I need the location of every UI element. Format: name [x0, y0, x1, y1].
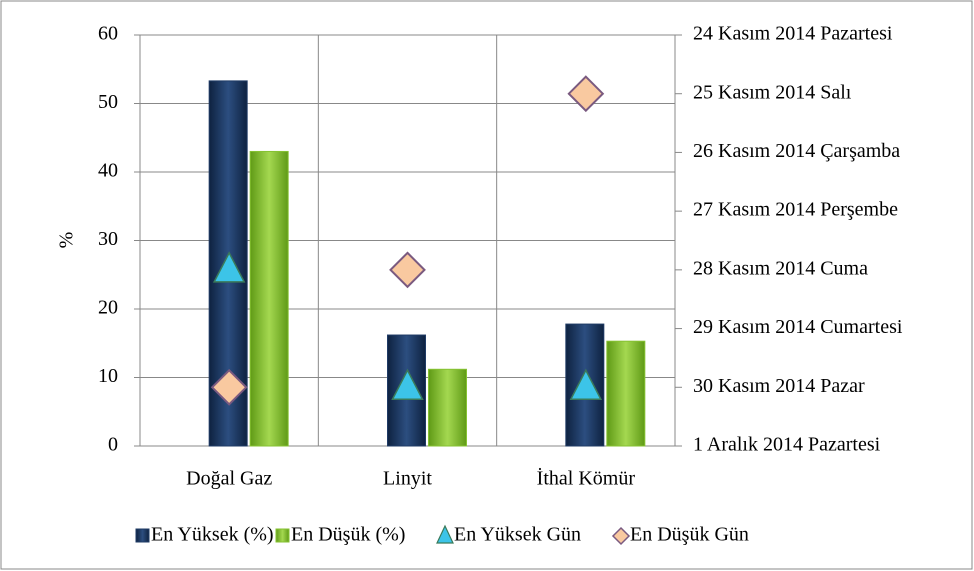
y2-tick-label: 1 Aralık 2014 Pazartesi — [693, 434, 881, 456]
legend-label: En Düşük (%) — [291, 524, 405, 546]
legend-swatch — [436, 524, 454, 544]
legend-label: En Düşük Gün — [630, 524, 749, 546]
y2-tick-label: 25 Kasım 2014 Salı — [693, 81, 852, 103]
y-tick-label: 20 — [98, 297, 118, 319]
y-tick-label: 50 — [98, 91, 118, 113]
y2-tick-label: 30 Kasım 2014 Pazar — [693, 375, 865, 397]
y-tick-label: 40 — [98, 160, 118, 182]
legend-label: En Yüksek (%) — [151, 524, 274, 546]
triangle-marker — [569, 368, 603, 401]
y-tick-label: 30 — [98, 228, 118, 250]
diamond-marker — [210, 368, 248, 406]
bar — [428, 368, 467, 447]
bar — [606, 340, 646, 447]
x-tick-label: Linyit — [383, 468, 432, 490]
y-axis-title: % — [56, 232, 78, 249]
legend-swatch — [135, 528, 150, 543]
y2-tick-label: 24 Kasım 2014 Pazartesi — [693, 23, 893, 45]
y-tick-label: 10 — [98, 365, 118, 387]
diamond-marker — [389, 251, 426, 289]
bar — [249, 150, 289, 447]
legend-swatch — [275, 528, 290, 543]
y2-tick-label: 29 Kasım 2014 Cumartesi — [693, 316, 903, 338]
triangle-marker — [391, 368, 424, 401]
y-tick-label: 0 — [108, 434, 118, 456]
legend-swatch — [611, 526, 631, 546]
y2-tick-label: 28 Kasım 2014 Cuma — [693, 257, 868, 279]
x-tick-label: Doğal Gaz — [186, 468, 272, 490]
diamond-marker — [567, 75, 605, 113]
y2-tick-label: 26 Kasım 2014 Çarşamba — [693, 140, 900, 162]
y-tick-label: 60 — [98, 23, 118, 45]
triangle-marker — [212, 251, 246, 283]
y2-tick-label: 27 Kasım 2014 Perşembe — [693, 199, 898, 221]
legend-label: En Yüksek Gün — [454, 524, 581, 546]
x-tick-label: İthal Kömür — [537, 467, 636, 490]
